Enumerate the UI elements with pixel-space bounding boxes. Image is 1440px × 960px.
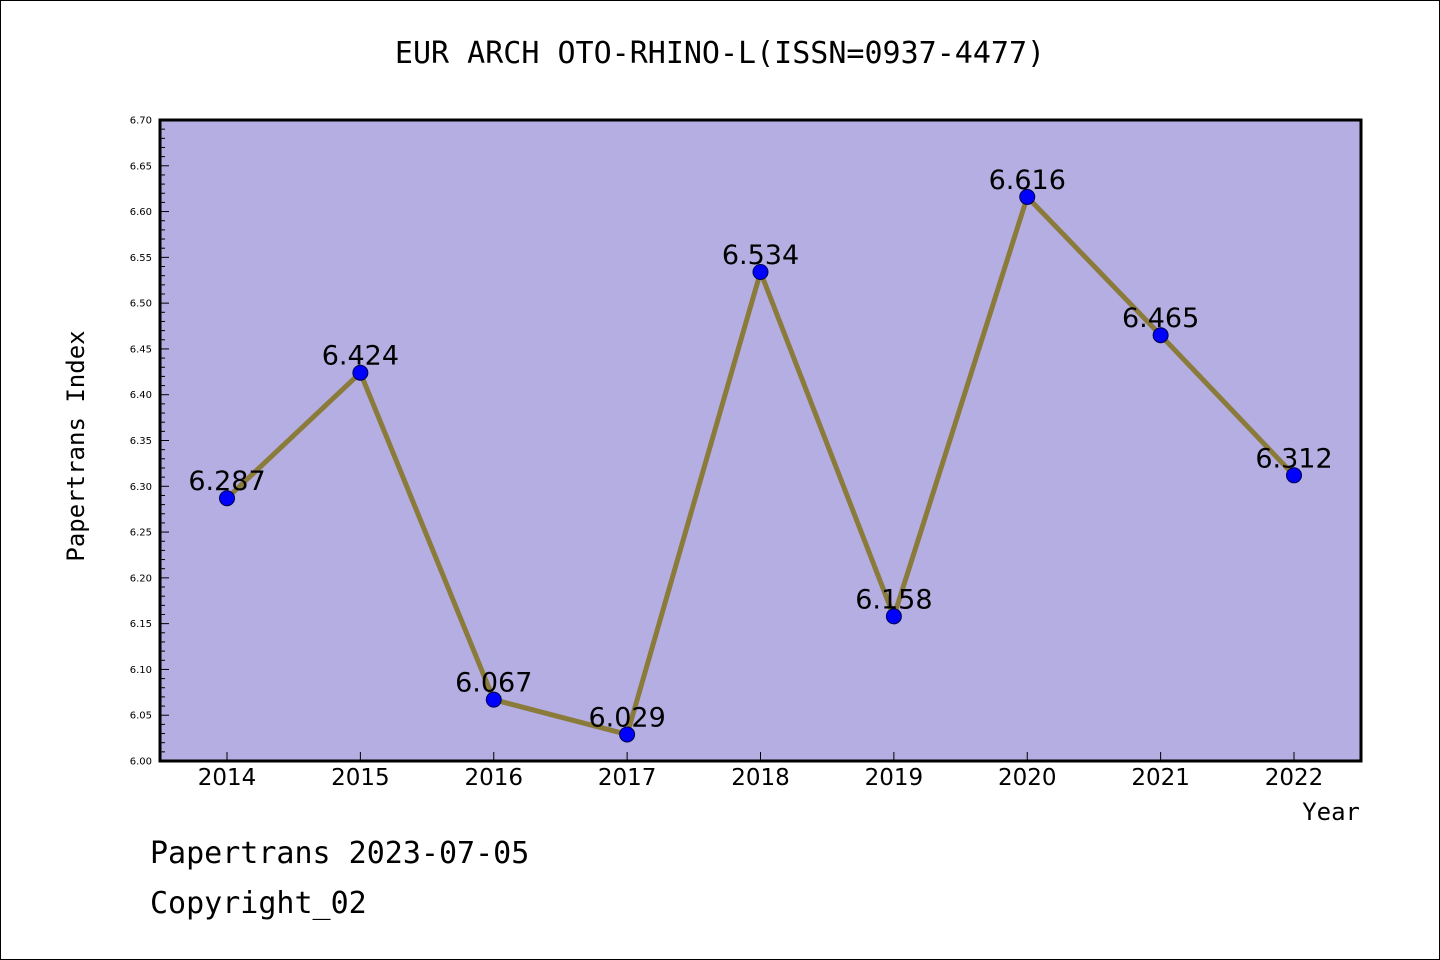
y-tick-label: 6.60	[130, 207, 152, 218]
plot-area	[160, 120, 1361, 761]
y-axis-label: Papertrans Index	[62, 330, 90, 561]
data-label: 6.158	[855, 584, 932, 615]
x-tick-label: 2015	[331, 765, 390, 791]
chart-title: EUR ARCH OTO-RHINO-L(ISSN=0937-4477)	[394, 36, 1046, 71]
series-markers	[219, 188, 1302, 743]
footer-date: Papertrans 2023-07-05	[150, 836, 530, 871]
data-label: 6.312	[1255, 443, 1332, 474]
y-tick-label: 6.10	[130, 665, 152, 676]
data-label: 6.616	[989, 165, 1066, 196]
x-tick-label: 2019	[865, 765, 924, 791]
data-label: 6.424	[322, 341, 399, 372]
data-label: 6.287	[188, 466, 265, 497]
x-tick-label: 2017	[598, 765, 657, 791]
y-tick-label: 6.15	[130, 619, 152, 630]
y-tick-label: 6.25	[130, 528, 152, 539]
data-label: 6.534	[722, 240, 799, 271]
y-tick-label: 6.40	[130, 390, 152, 401]
data-point	[1152, 327, 1169, 344]
data-point	[885, 608, 902, 625]
x-tick-label: 2020	[998, 765, 1057, 791]
data-label: 6.067	[455, 668, 532, 699]
data-point	[1019, 188, 1036, 205]
y-tick-label: 6.70	[130, 116, 152, 127]
x-tick-label: 2022	[1265, 765, 1324, 791]
data-label: 6.465	[1122, 303, 1199, 334]
y-tick-label: 6.50	[130, 299, 152, 310]
y-tick-label: 6.45	[130, 344, 152, 355]
x-axis: 2014 2015 2016 2017 2018 2019 2020 2021 2022	[198, 752, 1324, 791]
footer-copyright: Copyright_02	[150, 886, 367, 921]
x-axis-label: Year	[1302, 798, 1360, 826]
y-tick-label: 6.35	[130, 436, 152, 447]
y-tick-label: 6.00	[130, 757, 152, 768]
data-labels: 6.287 6.424 6.067 6.029 6.534 6.158 6.616 6.465…	[188, 165, 1332, 734]
data-point	[619, 726, 636, 743]
data-point	[352, 364, 369, 381]
y-tick-label: 6.20	[130, 573, 152, 584]
data-point	[752, 264, 769, 281]
plot-border	[158, 118, 1363, 763]
y-tick-label: 6.05	[130, 711, 152, 722]
data-point	[485, 691, 502, 708]
y-tick-label: 6.55	[130, 253, 152, 264]
x-tick-label: 2018	[731, 765, 790, 791]
data-point	[1286, 467, 1302, 484]
y-tick-label: 6.65	[130, 161, 152, 172]
y-tick-label: 6.30	[130, 482, 152, 493]
x-tick-label: 2016	[464, 765, 523, 791]
data-point	[219, 490, 235, 507]
x-tick-label: 2014	[198, 765, 257, 791]
data-label: 6.029	[588, 702, 665, 733]
x-tick-label: 2021	[1131, 765, 1190, 791]
